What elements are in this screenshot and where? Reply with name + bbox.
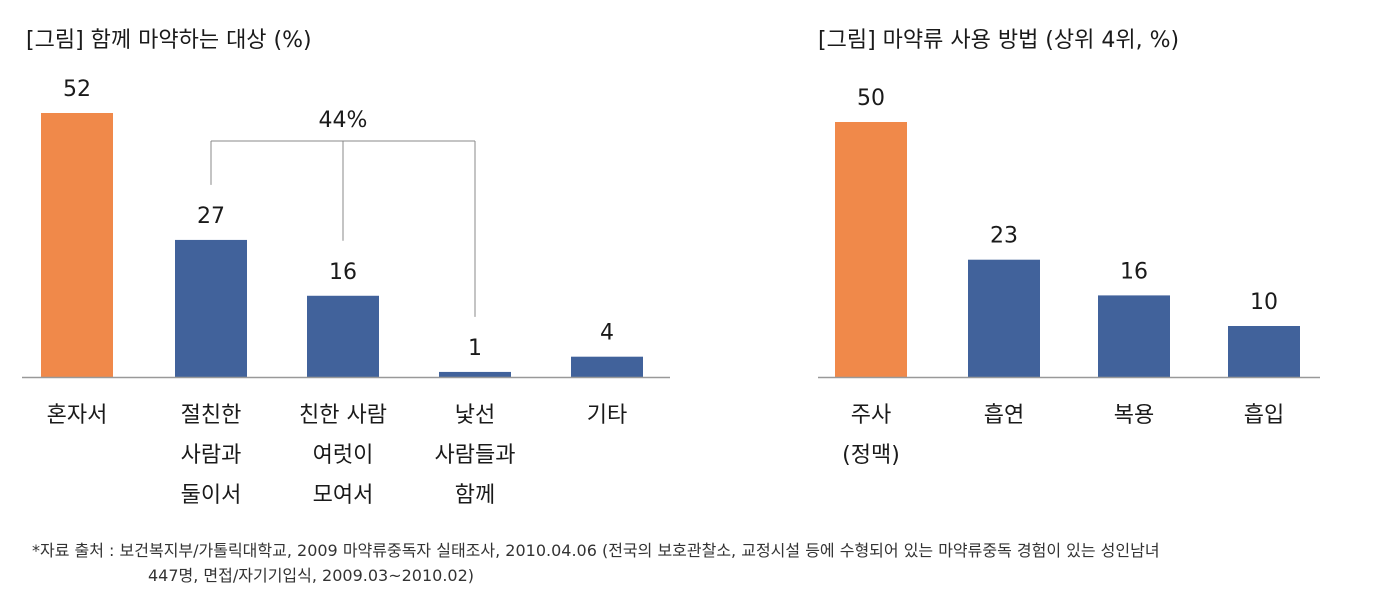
chart1-value-label-4: 1 bbox=[468, 336, 482, 361]
chart1-bar-2 bbox=[175, 239, 247, 377]
chart2-bar-2 bbox=[968, 259, 1040, 377]
chart1-bar-5 bbox=[571, 356, 643, 377]
chart1-category-label-2-3: 둘이서 bbox=[181, 483, 242, 508]
chart1-value-label-2: 27 bbox=[197, 204, 225, 229]
chart1-category-label-2-1: 절친한 bbox=[181, 403, 242, 428]
chart1-value-label-5: 4 bbox=[600, 321, 614, 346]
chart2-value-label-1: 50 bbox=[857, 86, 885, 111]
chart1-value-label-3: 16 bbox=[329, 260, 357, 285]
chart1-category-label-2-2: 사람과 bbox=[181, 443, 242, 468]
chart2-value-label-4: 10 bbox=[1250, 290, 1278, 315]
chart2-bar-3 bbox=[1098, 295, 1170, 377]
chart2-bar-4 bbox=[1228, 326, 1300, 377]
chart1-value-label-1: 52 bbox=[63, 77, 91, 102]
source-line-2: 447명, 면접/자기기입식, 2009.03~2010.02) bbox=[148, 566, 475, 585]
chart1-bracket-label: 44% bbox=[319, 108, 368, 133]
chart2-category-label-3-1: 복용 bbox=[1114, 403, 1154, 428]
chart1-category-label-5-1: 기타 bbox=[587, 403, 627, 428]
chart1-category-label-4-3: 함께 bbox=[455, 483, 495, 508]
chart2-bar-1 bbox=[835, 122, 907, 377]
source-note: *자료 출처 : 보건복지부/가톨릭대학교, 2009 마약류중독자 실태조사,… bbox=[32, 538, 1160, 588]
chart1-category-label-4-2: 사람들과 bbox=[435, 443, 516, 468]
chart1-bar-3 bbox=[307, 295, 379, 377]
chart1-bar-1 bbox=[41, 113, 113, 377]
chart2-value-label-2: 23 bbox=[990, 224, 1018, 249]
chart2-value-label-3: 16 bbox=[1120, 259, 1148, 284]
chart1-category-label-3-2: 여럿이 bbox=[313, 443, 374, 468]
chart2-title: [그림] 마약류 사용 방법 (상위 4위, %) bbox=[818, 28, 1179, 53]
chart2-category-label-4-1: 흡입 bbox=[1244, 403, 1284, 428]
chart2-category-label-1-2: (정맥) bbox=[842, 443, 900, 468]
chart1-title: [그림] 함께 마약하는 대상 (%) bbox=[26, 28, 312, 53]
chart1-bar-4 bbox=[439, 371, 511, 377]
chart1-category-label-4-1: 낯선 bbox=[455, 403, 495, 428]
chart2-category-label-2-1: 흡연 bbox=[984, 403, 1024, 428]
source-line-1: *자료 출처 : 보건복지부/가톨릭대학교, 2009 마약류중독자 실태조사,… bbox=[32, 541, 1160, 560]
chart1-category-label-3-1: 친한 사람 bbox=[299, 403, 387, 428]
chart1-category-label-3-3: 모여서 bbox=[313, 483, 374, 508]
chart1-category-label-1-1: 혼자서 bbox=[47, 403, 108, 428]
chart2-category-label-1-1: 주사 bbox=[851, 403, 891, 428]
